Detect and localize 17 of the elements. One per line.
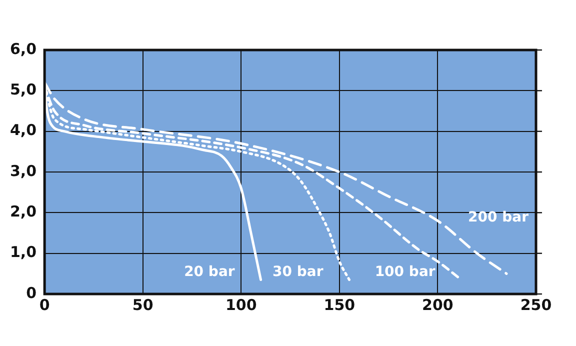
series-label: 20 bar (184, 264, 235, 280)
series-label: 100 bar (374, 264, 436, 280)
x-tick-label: 250 (520, 296, 552, 314)
x-tick-label: 50 (132, 296, 154, 314)
x-tick-label: 150 (324, 296, 356, 314)
y-tick-label: 3,0 (10, 162, 37, 180)
series-label: 200 bar (468, 210, 529, 226)
x-tick-label: 200 (422, 296, 454, 314)
y-tick-label: 6,0 (10, 40, 37, 58)
y-tick-label: 4,0 (10, 121, 37, 140)
y-tick-label: 0 (26, 284, 37, 302)
x-tick-label: 0 (39, 296, 50, 314)
y-tick-label: 2,0 (10, 202, 37, 221)
y-tick-label: 1,0 (10, 243, 37, 262)
y-tick-label: 5,0 (10, 80, 37, 99)
series-label: 30 bar (272, 264, 324, 280)
x-tick-label: 100 (225, 296, 257, 314)
